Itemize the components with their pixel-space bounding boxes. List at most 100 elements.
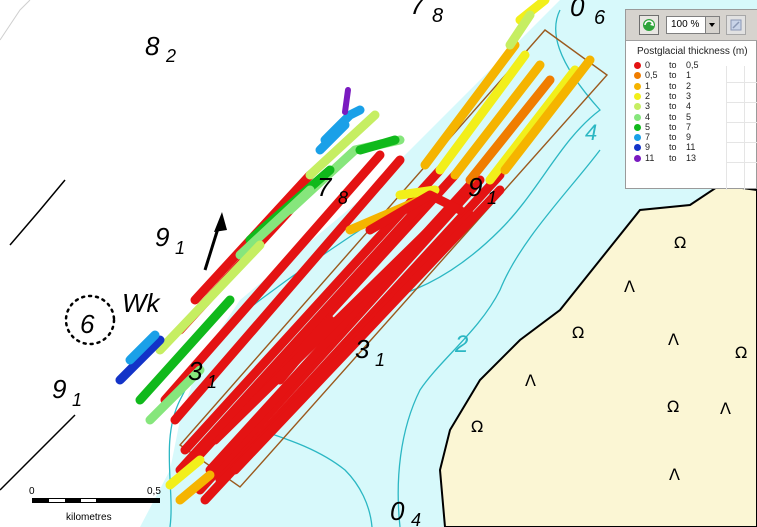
scale-bar (32, 498, 160, 503)
north-arrow (203, 212, 227, 271)
survey-track (420, 40, 520, 170)
legend-grid-line (726, 66, 727, 190)
depth-label: 7 (410, 0, 426, 20)
depth-label: 8 (145, 31, 160, 61)
legend-range-end: 9 (686, 132, 692, 143)
legend-range-to: to (669, 70, 677, 81)
survey-track (320, 105, 365, 145)
survey-track (342, 87, 351, 115)
contour-label: 4 (585, 120, 597, 145)
depth-label-sub: 4 (411, 510, 421, 527)
legend-swatch (634, 103, 641, 111)
legend-grid-line (726, 82, 757, 83)
depth-label-sub: 8 (432, 5, 443, 27)
contour-line-4 (379, 9, 601, 301)
legend-range-to: to (669, 101, 677, 112)
land-symbol: Λ (669, 465, 680, 484)
survey-track (450, 60, 545, 180)
land-symbol: Ω (674, 233, 686, 252)
scale-bar-segment (33, 499, 49, 502)
legend-grid-line (726, 162, 757, 163)
legend-swatch (634, 72, 641, 80)
survey-track (170, 155, 405, 425)
chevron-down-icon[interactable] (705, 17, 719, 33)
depth-label-sub: 1 (487, 188, 497, 208)
depth-label: 0 (390, 496, 405, 526)
legend-grid-line (726, 142, 757, 143)
land-symbols: Ω Λ Ω Λ Ω Λ Ω Λ Ω Λ (471, 233, 747, 484)
legend-range-end: 5 (686, 111, 692, 122)
survey-track (305, 110, 380, 180)
survey-track (500, 55, 595, 175)
zoom-value: 100 % (671, 19, 700, 30)
legend-range-end: 3 (686, 90, 692, 101)
legend-range-start: 0,5 (645, 70, 658, 81)
contour-line-outer (259, 429, 373, 527)
legend-range-to: to (669, 142, 677, 153)
survey-track (365, 190, 465, 235)
survey-track (160, 150, 385, 405)
legend-grid-line (726, 102, 757, 103)
survey-track (155, 240, 265, 355)
legend-range-to: to (669, 80, 677, 91)
export-button[interactable] (726, 15, 746, 35)
legend-grid-line (744, 66, 745, 190)
scale-bar-end-label: 0,5 (147, 486, 161, 497)
legend-range-start: 5 (645, 121, 651, 132)
circle-marker (64, 294, 116, 346)
depth-label: 3 (188, 356, 203, 386)
depth-label: 9 (155, 222, 169, 252)
legend-panel: 100 % Postglacial thickness (m) 0 to 0,5 0,… (625, 9, 757, 190)
land-symbol: Λ (525, 371, 536, 390)
legend-title: Postglacial thickness (m) (637, 46, 748, 57)
survey-track (175, 190, 435, 475)
survey-track (485, 65, 580, 185)
chart-line-upper (9, 179, 66, 246)
circle-number: 6 (80, 309, 95, 339)
scale-bar-unit-label: kilometres (66, 512, 112, 523)
refresh-button[interactable] (639, 15, 659, 35)
legend-toolbar: 100 % (626, 10, 757, 41)
survey-track (115, 335, 165, 385)
legend-range-start: 4 (645, 111, 651, 122)
legend-range-end: 1 (686, 70, 692, 81)
survey-track (235, 185, 315, 260)
survey-track (355, 135, 400, 155)
survey-track (145, 365, 205, 425)
depth-label: 9 (468, 172, 482, 202)
land-symbol: Ω (572, 323, 584, 342)
depth-label: 9 (52, 374, 66, 404)
contour-line-2 (397, 149, 601, 527)
land-symbol: Λ (624, 277, 635, 296)
legend-range-end: 0,5 (686, 60, 699, 70)
land-symbol: Λ (720, 399, 731, 418)
scale-bar-start-label: 0 (29, 486, 35, 497)
legend-swatch (634, 144, 641, 152)
legend-range-start: 3 (645, 101, 651, 112)
legend-swatch (634, 62, 641, 69)
legend-range-end: 2 (686, 80, 692, 91)
survey-track (505, 10, 535, 50)
depth-label-sub: 2 (165, 46, 176, 66)
survey-track (210, 195, 465, 445)
legend-grid-line (726, 122, 757, 123)
legend-range-to: to (669, 90, 677, 101)
depth-label-sub: 1 (375, 350, 385, 370)
legend-range-end: 11 (686, 142, 696, 153)
survey-track (165, 455, 205, 490)
depth-label-sub: 8 (338, 188, 348, 208)
chart-line-top (0, 0, 31, 41)
legend-range-to: to (669, 132, 677, 143)
chart-line-lower (0, 414, 76, 491)
survey-track-group (115, 0, 595, 505)
legend-swatch (634, 134, 641, 142)
legend-swatch (634, 123, 641, 131)
wreck-label: Wk (122, 288, 162, 318)
survey-track (135, 295, 235, 405)
survey-track (175, 470, 215, 505)
survey-track (275, 315, 335, 385)
depth-label-sub: 6 (594, 7, 606, 29)
legend-range-to: to (669, 121, 677, 132)
zoom-select[interactable]: 100 % (666, 16, 720, 34)
